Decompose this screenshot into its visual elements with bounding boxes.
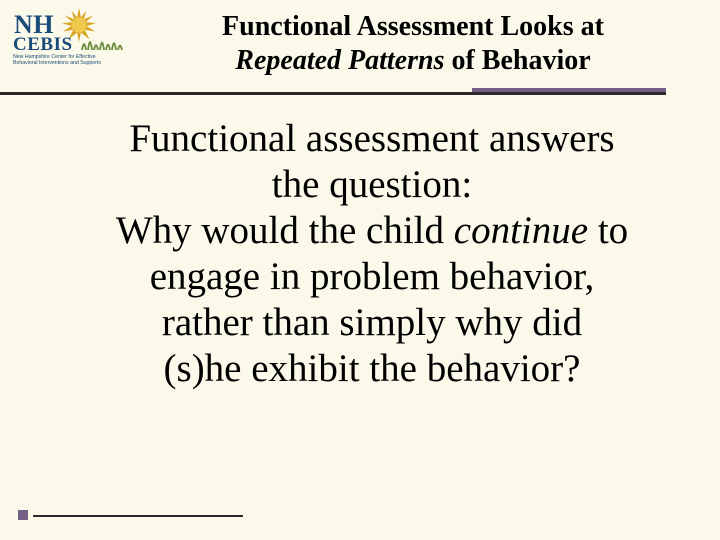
logo-cebis-text: CEBIS (13, 34, 73, 56)
body-p2-l4: (s)he exhibit the behavior? (164, 347, 581, 390)
rule-main (0, 92, 666, 95)
body-p1-l2: the question: (272, 163, 472, 206)
nhcebis-logo: NH CEBIS New Hampshire Center for Effect… (12, 8, 130, 70)
title-line1: Functional Assessment Looks at (222, 11, 604, 42)
slide-title: Functional Assessment Looks at Repeated … (146, 8, 700, 78)
grass-icon (80, 32, 124, 50)
body-p2-pre: Why would the child (116, 209, 454, 252)
footer-bullet (18, 510, 28, 520)
logo-tagline: New Hampshire Center for Effective Behav… (13, 55, 105, 66)
body-p2-l2: engage in problem behavior, (150, 255, 595, 298)
header: NH CEBIS New Hampshire Center for Effect… (0, 0, 720, 78)
body-p1-l1: Functional assessment answers (129, 117, 614, 160)
title-line2-post: of Behavior (444, 45, 590, 76)
body-p2-italic: continue (454, 209, 588, 252)
title-line2-italic: Repeated Patterns (235, 45, 444, 76)
title-underline (0, 88, 720, 102)
footer-line (33, 515, 243, 518)
body-p2-l3: rather than simply why did (162, 301, 582, 344)
body-p2-post: to (588, 209, 628, 252)
body-content: Functional assessment answers the questi… (0, 102, 720, 392)
